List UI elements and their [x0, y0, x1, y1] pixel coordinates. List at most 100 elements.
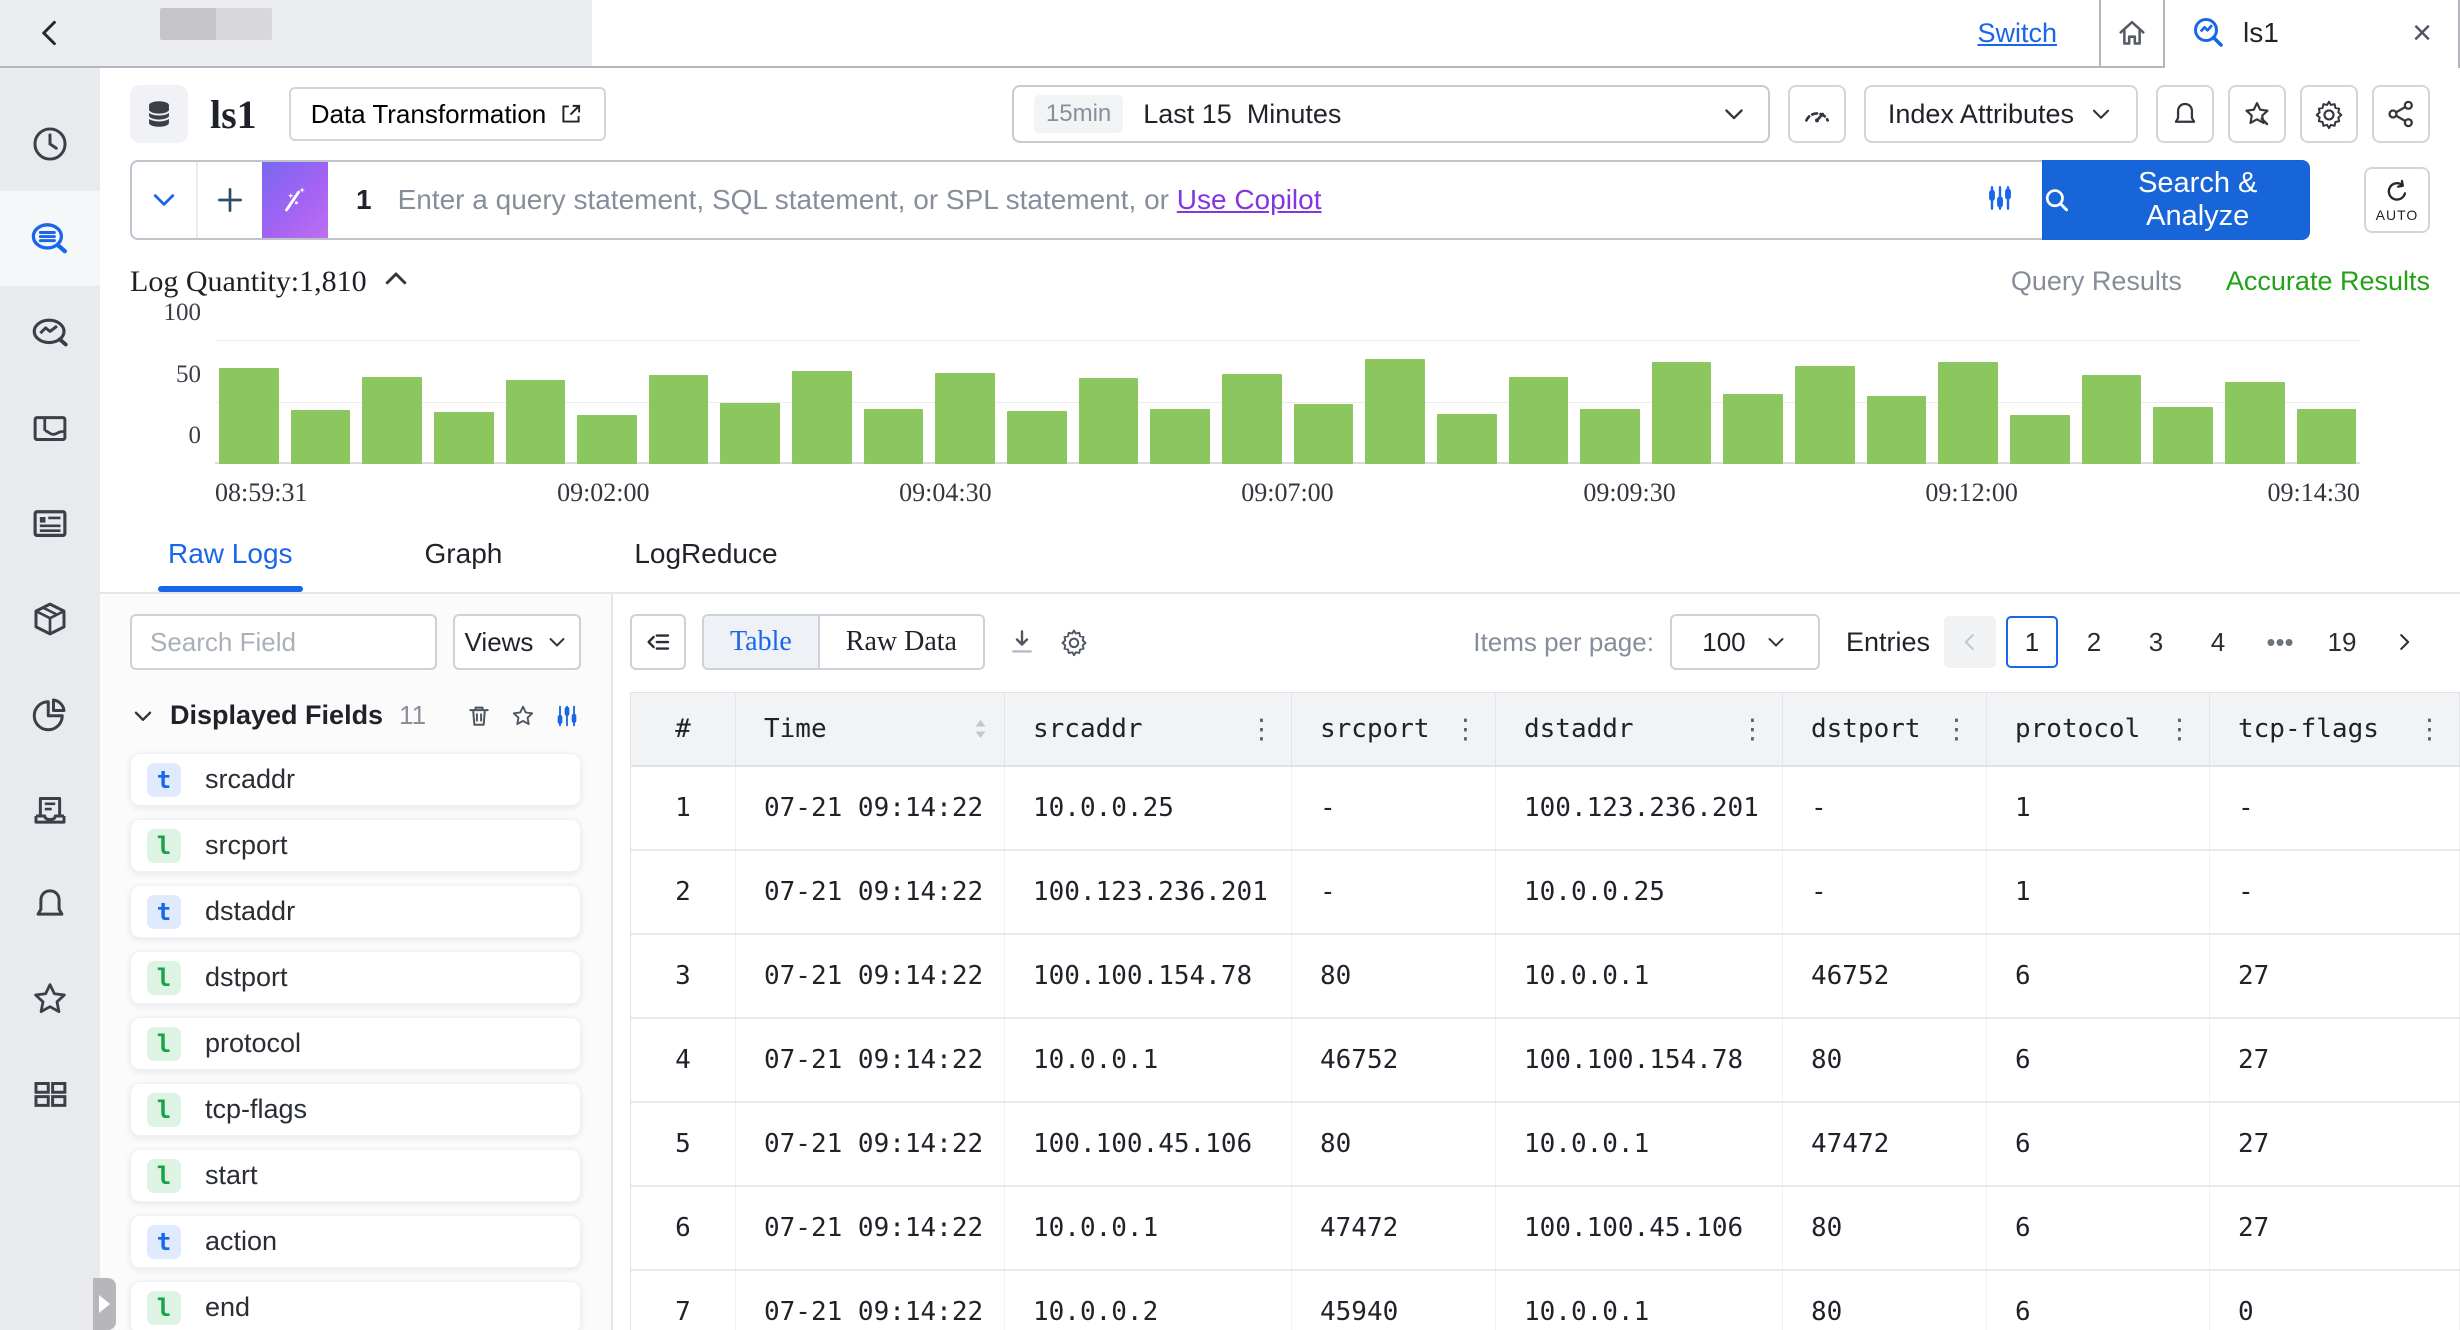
sidebar-item-apps[interactable]	[0, 1046, 100, 1141]
chart-bar[interactable]	[219, 368, 279, 464]
chart-bar[interactable]	[577, 414, 637, 464]
field-search-input[interactable]	[132, 626, 435, 658]
auto-refresh-button[interactable]: AUTO	[2364, 167, 2430, 233]
chart-bar[interactable]	[2296, 408, 2357, 464]
chart-bar[interactable]	[648, 375, 709, 464]
field-item-start[interactable]: l start	[130, 1149, 581, 1202]
table-row[interactable]: 4 07-21 09:14:22 10.0.0.1 46752 100.100.154.…	[631, 1019, 2460, 1103]
table-row[interactable]: 2 07-21 09:14:22 100.123.236.201-10.0.0.25…	[631, 851, 2460, 935]
column-header-dstport[interactable]: dstport ⋮	[1783, 693, 1987, 765]
page-size-select[interactable]: 100	[1669, 614, 1820, 670]
sidebar-item-alerts[interactable]	[0, 856, 100, 951]
chart-bar[interactable]	[720, 402, 781, 464]
page-button-1[interactable]: 1	[2006, 616, 2058, 668]
chart-bar[interactable]	[2224, 381, 2285, 464]
field-item-protocol[interactable]: l protocol	[130, 1017, 581, 1070]
chart-bar[interactable]	[863, 408, 924, 464]
column-menu-icon[interactable]: ⋮	[1248, 713, 1275, 745]
chart-bar[interactable]	[362, 376, 422, 464]
search-analyze-button[interactable]: Search & Analyze	[2042, 160, 2310, 240]
table-row[interactable]: 1 07-21 09:14:22 10.0.0.25-100.123.236.201…	[631, 767, 2460, 851]
sidebar-item-inbox[interactable]	[0, 761, 100, 856]
use-copilot-link[interactable]: Use Copilot	[1176, 184, 1322, 215]
column-menu-icon[interactable]: ⋮	[1739, 713, 1766, 745]
column-header-tcp-flags[interactable]: tcp-flags ⋮	[2210, 693, 2460, 765]
column-header-dstaddr[interactable]: dstaddr ⋮	[1496, 693, 1783, 765]
star-icon[interactable]	[509, 702, 537, 730]
index-attributes-button[interactable]: Index Attributes	[1863, 85, 2138, 143]
chart-bar[interactable]	[935, 372, 996, 464]
sidebar-item-dashboard[interactable]	[0, 381, 100, 476]
time-range-select[interactable]: 15min Last 15 Minutes	[1011, 85, 1770, 143]
chart-bar[interactable]	[290, 409, 351, 464]
sidebar-item-favorites[interactable]	[0, 951, 100, 1046]
add-query-button[interactable]	[198, 162, 262, 238]
tab-graph[interactable]: Graph	[424, 538, 503, 569]
view-mode-table[interactable]: Table	[704, 616, 820, 668]
query-input-box[interactable]: 1 Enter a query statement, SQL statement…	[130, 160, 2042, 240]
chart-bar[interactable]	[1795, 365, 1855, 464]
copilot-wand-button[interactable]	[262, 162, 328, 238]
sidebar-item-history[interactable]	[0, 96, 100, 191]
field-item-srcaddr[interactable]: t srcaddr	[130, 753, 581, 806]
page-button-2[interactable]: 2	[2086, 626, 2102, 657]
trash-icon[interactable]	[465, 702, 493, 730]
chart-bar[interactable]	[1007, 411, 1067, 464]
field-filter-sliders-icon[interactable]	[553, 702, 581, 730]
chart-bar[interactable]	[1723, 393, 1784, 464]
sidebar-item-pie-analysis[interactable]	[0, 666, 100, 761]
field-item-tcp-flags[interactable]: l tcp-flags	[130, 1083, 581, 1136]
chart-bar[interactable]	[1651, 361, 1712, 464]
views-dropdown[interactable]: Views	[453, 614, 581, 670]
column-menu-icon[interactable]: ⋮	[2166, 713, 2193, 745]
sidebar-item-log-search[interactable]	[0, 191, 100, 286]
field-item-action[interactable]: t action	[130, 1215, 581, 1268]
chart-bar[interactable]	[1150, 408, 1210, 464]
query-expand-button[interactable]	[132, 162, 196, 238]
share-button[interactable]	[2372, 85, 2430, 143]
sidebar-expand-handle[interactable]	[93, 1278, 116, 1330]
tab-logreduce[interactable]: LogReduce	[634, 538, 778, 569]
chart-bar[interactable]	[1938, 361, 1999, 464]
table-row[interactable]: 7 07-21 09:14:22 10.0.0.2 45940 10.0.0.1 80 6 0	[631, 1271, 2460, 1330]
settings-button[interactable]	[2300, 85, 2358, 143]
chart-bar[interactable]	[792, 370, 852, 464]
column-header-protocol[interactable]: protocol ⋮	[1987, 693, 2210, 765]
back-button[interactable]	[30, 13, 70, 53]
sidebar-item-report[interactable]	[0, 476, 100, 571]
page-button-19[interactable]: 19	[2327, 626, 2357, 657]
saved-search-button[interactable]	[2228, 85, 2286, 143]
query-settings-sliders-icon[interactable]	[1984, 182, 2016, 219]
chart-bar[interactable]	[2081, 375, 2142, 464]
column-header-srcaddr[interactable]: srcaddr ⋮	[1005, 693, 1292, 765]
close-tab-icon[interactable]: ×	[2412, 14, 2432, 52]
data-transformation-button[interactable]: Data Transformation	[288, 87, 607, 141]
query-placeholder[interactable]: Enter a query statement, SQL statement, …	[398, 184, 1322, 216]
column-header-Time[interactable]: Time	[736, 693, 1005, 765]
chart-bar[interactable]	[1365, 359, 1425, 464]
accurate-results-label[interactable]: Accurate Results	[2225, 266, 2430, 296]
prev-page-button[interactable]	[1944, 616, 1996, 668]
chart-bar[interactable]	[1078, 377, 1139, 464]
table-row[interactable]: 5 07-21 09:14:22 100.100.45.106 80 10.0.0.1 4…	[631, 1103, 2460, 1187]
next-page-button[interactable]	[2378, 616, 2430, 668]
home-tab[interactable]	[2099, 0, 2165, 67]
table-row[interactable]: 3 07-21 09:14:22 100.100.154.78 80 10.0.0.1 4…	[631, 935, 2460, 1019]
chart-bar[interactable]	[2010, 414, 2070, 464]
switch-link[interactable]: Switch	[1977, 17, 2057, 48]
download-button[interactable]	[1007, 627, 1037, 657]
scan-mode-button[interactable]	[1787, 85, 1846, 143]
chart-bar[interactable]	[1436, 413, 1497, 464]
chart-bar[interactable]	[1221, 374, 1282, 464]
column-menu-icon[interactable]: ⋮	[2416, 713, 2443, 745]
logstore-tab[interactable]: ls1 ×	[2165, 0, 2460, 69]
column-menu-icon[interactable]: ⋮	[1943, 713, 1970, 745]
collapse-chart-icon[interactable]	[381, 264, 411, 299]
view-mode-raw-data[interactable]: Raw Data	[845, 626, 957, 657]
tab-raw-logs[interactable]: Raw Logs	[158, 538, 302, 592]
page-button-3[interactable]: 3	[2148, 626, 2164, 657]
chart-bar[interactable]	[505, 380, 566, 464]
field-item-dstaddr[interactable]: t dstaddr	[130, 885, 581, 938]
table-settings-button[interactable]	[1059, 627, 1089, 657]
chart-bar[interactable]	[1293, 403, 1354, 464]
